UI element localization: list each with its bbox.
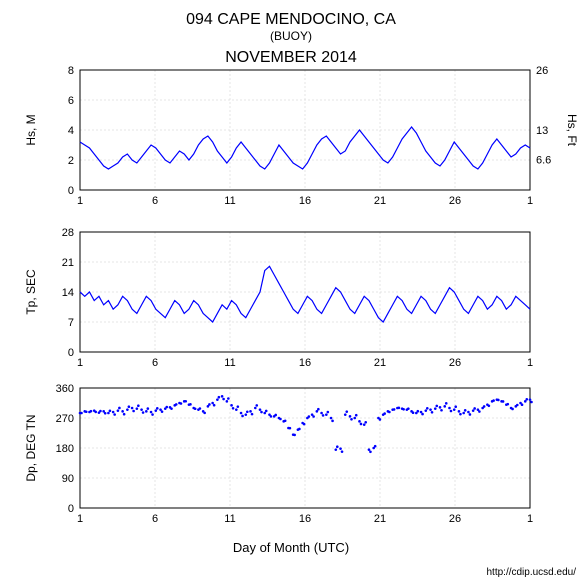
panel-hs: 02468161116212616.61326Hs, FtHs, M <box>24 65 579 207</box>
svg-text:4: 4 <box>68 125 74 137</box>
svg-text:13: 13 <box>536 125 548 137</box>
subtitle: (BUOY) <box>270 29 312 43</box>
svg-text:Hs, M: Hs, M <box>24 114 38 145</box>
svg-text:Tp, SEC: Tp, SEC <box>24 269 38 315</box>
panel-dp: 09018027036016111621261Dp, DEG TN <box>24 383 533 525</box>
svg-text:1: 1 <box>527 357 533 369</box>
svg-text:26: 26 <box>449 357 461 369</box>
svg-text:11: 11 <box>224 513 235 525</box>
svg-text:6: 6 <box>152 513 158 525</box>
svg-text:21: 21 <box>62 257 74 269</box>
svg-text:21: 21 <box>374 513 386 525</box>
svg-text:Hs, Ft: Hs, Ft <box>565 114 579 147</box>
svg-text:1: 1 <box>77 195 83 207</box>
svg-text:26: 26 <box>449 513 461 525</box>
svg-text:26: 26 <box>536 65 548 77</box>
svg-text:270: 270 <box>56 413 74 425</box>
svg-text:16: 16 <box>299 195 311 207</box>
panel-tp: 0714212816111621261Tp, SEC <box>24 227 533 369</box>
svg-text:6: 6 <box>152 195 158 207</box>
svg-text:28: 28 <box>62 227 74 239</box>
svg-text:11: 11 <box>224 195 235 207</box>
svg-text:6.6: 6.6 <box>536 155 551 167</box>
svg-text:6: 6 <box>152 357 158 369</box>
svg-text:1: 1 <box>77 357 83 369</box>
chart-container: 094 CAPE MENDOCINO, CA (BUOY) NOVEMBER 2… <box>0 0 582 581</box>
svg-text:180: 180 <box>56 443 74 455</box>
svg-text:1: 1 <box>77 513 83 525</box>
source-url: http://cdip.ucsd.edu/ <box>486 567 576 578</box>
svg-text:14: 14 <box>62 287 74 299</box>
svg-text:Dp, DEG TN: Dp, DEG TN <box>24 414 38 481</box>
svg-text:1: 1 <box>527 513 533 525</box>
svg-text:26: 26 <box>449 195 461 207</box>
svg-text:16: 16 <box>299 513 311 525</box>
svg-text:1: 1 <box>527 195 533 207</box>
svg-text:21: 21 <box>374 195 386 207</box>
chart-svg: 094 CAPE MENDOCINO, CA (BUOY) NOVEMBER 2… <box>0 0 582 581</box>
xlabel: Day of Month (UTC) <box>233 540 349 555</box>
svg-text:11: 11 <box>224 357 235 369</box>
title: 094 CAPE MENDOCINO, CA <box>186 11 396 28</box>
period: NOVEMBER 2014 <box>225 49 357 66</box>
svg-text:360: 360 <box>56 383 74 395</box>
svg-text:90: 90 <box>62 473 74 485</box>
svg-text:7: 7 <box>68 317 74 329</box>
svg-text:0: 0 <box>68 185 74 197</box>
svg-text:16: 16 <box>299 357 311 369</box>
svg-text:0: 0 <box>68 503 74 515</box>
svg-text:2: 2 <box>68 155 74 167</box>
svg-text:21: 21 <box>374 357 386 369</box>
svg-text:8: 8 <box>68 65 74 77</box>
svg-text:0: 0 <box>68 347 74 359</box>
svg-text:6: 6 <box>68 95 74 107</box>
